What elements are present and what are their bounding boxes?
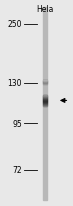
Bar — [43, 96, 47, 97]
Bar — [43, 104, 47, 105]
Bar — [43, 101, 47, 102]
Bar — [43, 103, 47, 104]
Text: 95: 95 — [12, 119, 22, 128]
Bar — [43, 106, 47, 107]
Text: 130: 130 — [7, 79, 22, 88]
Text: 250: 250 — [7, 20, 22, 29]
Bar — [43, 100, 47, 101]
Bar — [43, 105, 47, 106]
Bar — [43, 8, 47, 200]
Bar — [43, 102, 47, 103]
Bar — [43, 95, 47, 96]
Text: Hela: Hela — [37, 5, 54, 14]
Text: 72: 72 — [12, 165, 22, 174]
Bar — [43, 98, 47, 99]
Bar — [43, 99, 47, 100]
Bar — [43, 97, 47, 98]
